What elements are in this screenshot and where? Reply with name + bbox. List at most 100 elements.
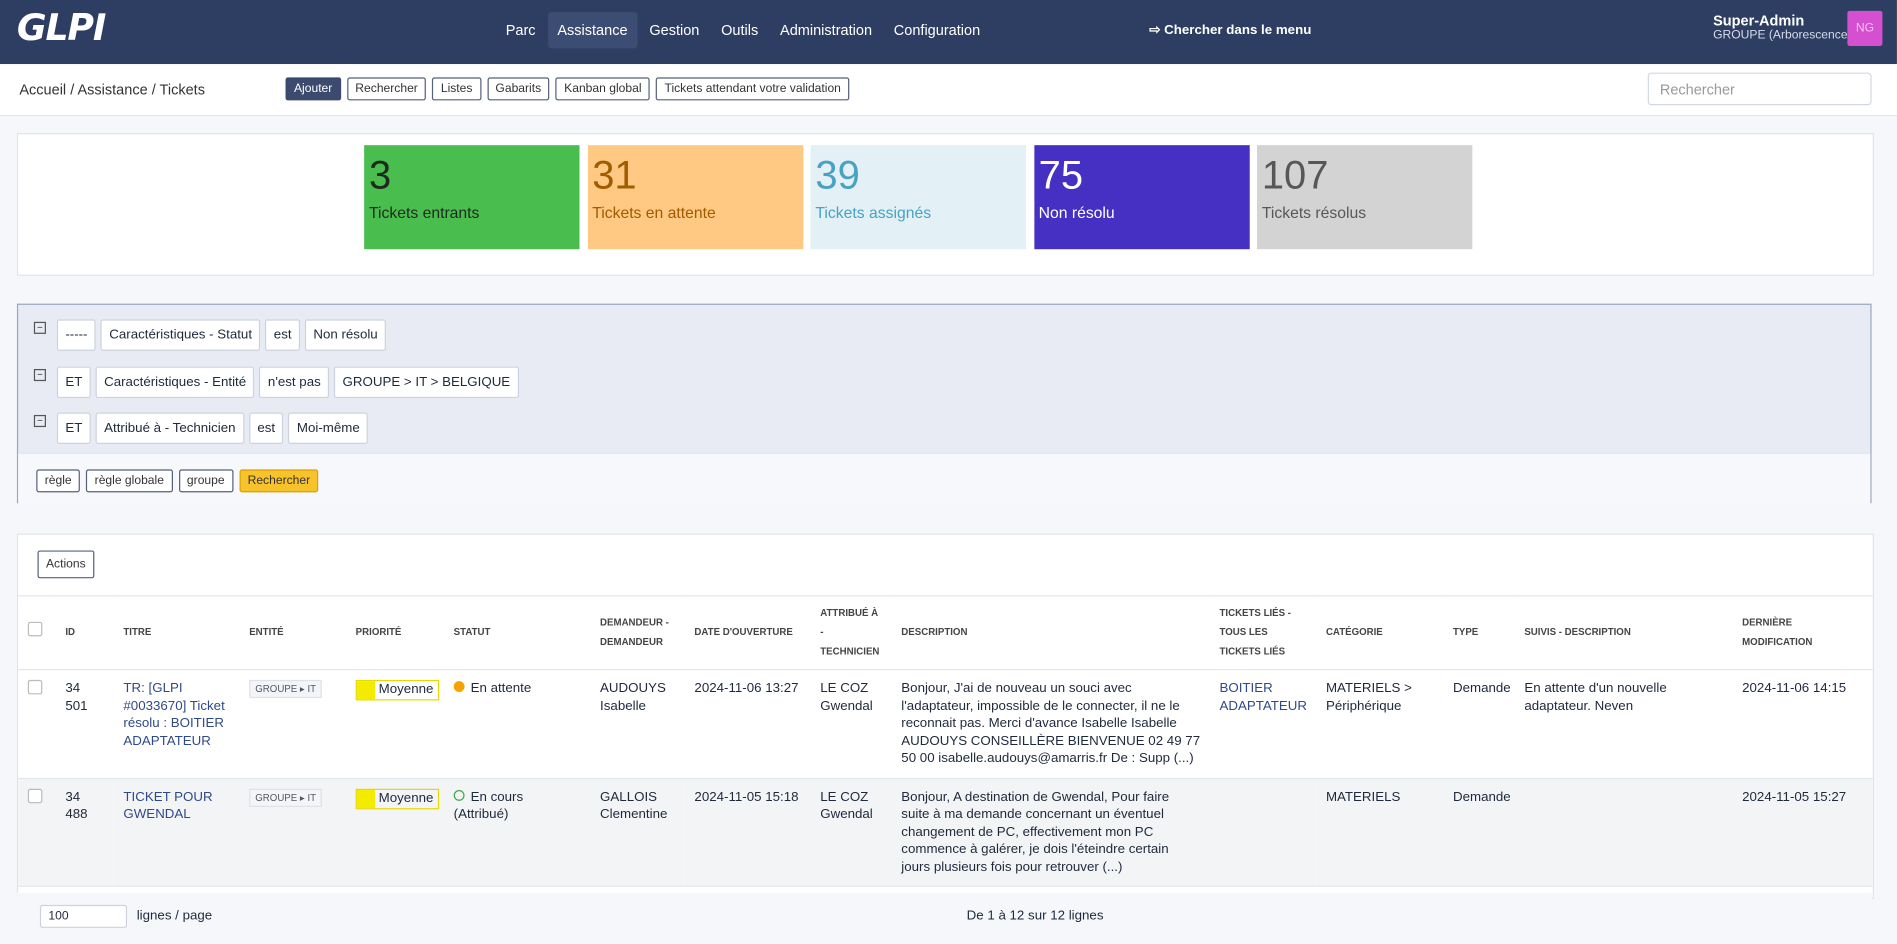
filter-button[interactable]: groupe xyxy=(178,469,234,493)
stat-card[interactable]: 31 Tickets en attente xyxy=(587,145,803,250)
cell-category: MATERIELS xyxy=(1316,777,1444,887)
modified-text: 2024-11-05 15:27 xyxy=(1742,789,1847,804)
stat-label: Tickets entrants xyxy=(368,203,480,222)
row-checkbox[interactable] xyxy=(18,777,56,887)
row-checkbox[interactable] xyxy=(18,669,56,779)
remove-criterion[interactable]: − xyxy=(33,414,46,428)
ticket-row: 34 488 TICKET POUR GWENDAL GROUPE ▸ IT Moye… xyxy=(18,777,1873,887)
remove-criterion[interactable]: − xyxy=(33,321,46,334)
filter-button[interactable]: règle xyxy=(36,469,81,493)
cell-priority: Moyenne xyxy=(346,669,444,779)
select-all xyxy=(18,595,56,671)
menu-search[interactable]: ⇨ Chercher dans le menu xyxy=(1149,22,1312,38)
filter-select[interactable]: ET xyxy=(56,412,91,444)
cell-description: Bonjour, Nous avons Jodie qui arrive au … xyxy=(891,886,1210,898)
header-row: ID TITRE ENTITÉ PRIORITÉ STATUT DEMANDEUR - D… xyxy=(18,595,1873,671)
crumb[interactable]: Tickets xyxy=(159,81,205,98)
toolbar-button[interactable]: Tickets attendant votre validation xyxy=(656,77,850,101)
column-header[interactable]: ID xyxy=(55,595,114,671)
crumb[interactable]: Assistance xyxy=(77,81,148,98)
stat-card[interactable]: 39 Tickets assignés xyxy=(810,145,1026,250)
menu-item[interactable]: Gestion xyxy=(649,21,700,39)
cell-modified: 2024-11-05 15:27 xyxy=(1732,777,1873,887)
filter-select[interactable]: ----- xyxy=(56,319,96,351)
priority-badge: Moyenne xyxy=(355,679,440,701)
column-header[interactable]: TYPE xyxy=(1443,595,1515,671)
column-header[interactable]: DESCRIPTION xyxy=(891,595,1210,671)
filter-select[interactable]: est xyxy=(265,319,301,351)
cell-id: 34 485 xyxy=(55,886,114,898)
id-text: 34 488 xyxy=(65,789,88,822)
tech-text: LE COZ Gwendal xyxy=(820,789,873,822)
toolbar-button[interactable]: Ajouter xyxy=(285,77,341,101)
stat-label: Tickets en attente xyxy=(592,203,716,222)
toolbar-button[interactable]: Listes xyxy=(432,77,481,101)
top-nav: GLPI Parc Assistance Gestion Outils Administ… xyxy=(0,0,1897,65)
toolbar-button[interactable]: Gabarits xyxy=(486,77,550,101)
filter-select[interactable]: Caractéristiques - Entité xyxy=(95,365,255,398)
column-header[interactable]: DERNIÈRE MODIFICATION xyxy=(1732,595,1873,671)
cell-modified: 2024-11-06 14:15 xyxy=(1732,669,1873,779)
menu-item[interactable]: Parc xyxy=(505,21,536,39)
filter-select[interactable]: Non résolu xyxy=(304,319,387,351)
search-input[interactable]: Rechercher xyxy=(1647,72,1872,106)
cell-id: 34 488 xyxy=(55,777,114,887)
cell-status: En cours (Attribué) xyxy=(443,886,591,898)
menu-item[interactable]: Administration xyxy=(780,21,873,39)
stat-card[interactable]: 75 Non résolu xyxy=(1033,145,1250,250)
title-link[interactable]: TR: [GLPI #0033670] Ticket résolu : BOIT… xyxy=(123,681,225,749)
menu-item[interactable]: Outils xyxy=(721,21,759,39)
filter-button[interactable]: Rechercher xyxy=(239,469,319,493)
cell-opened: 2024-11-05 14:21 xyxy=(684,886,811,898)
per-page-select[interactable]: 100 xyxy=(39,904,128,928)
cell-category: MATERIELS > Périphérique xyxy=(1316,669,1444,779)
filter-panel: règle règle globale groupe Rechercher -----… xyxy=(16,303,1872,505)
filter-select[interactable]: GROUPE > IT > BELGIQUE xyxy=(334,365,519,398)
column-header[interactable]: ATTRIBUÉ À - TECHNICIEN xyxy=(810,595,892,671)
linked-link[interactable]: BOITIER ADAPTATEUR xyxy=(1219,681,1307,714)
toolbar-button[interactable]: Rechercher xyxy=(346,77,427,101)
actions-button[interactable]: Actions xyxy=(37,550,95,579)
modified-text: 2024-11-06 14:15 xyxy=(1742,681,1847,696)
stat-value: 107 xyxy=(1261,152,1329,198)
column-header[interactable]: TICKETS LIÉS - TOUS LES TICKETS LIÉS xyxy=(1209,595,1317,671)
column-header[interactable]: TITRE xyxy=(113,595,240,671)
menu-item[interactable]: Assistance xyxy=(547,12,638,49)
stat-card[interactable]: 107 Tickets résolus xyxy=(1256,145,1473,250)
column-header[interactable]: DEMANDEUR - DEMANDEUR xyxy=(590,595,685,671)
cell-description: Bonjour, J'ai de nouveau un souci avec l… xyxy=(891,669,1210,779)
cell-entity: GROUPE ▸ IT xyxy=(239,777,347,887)
cell-priority: Moyenne xyxy=(346,777,444,887)
menu-item[interactable]: Configuration xyxy=(893,21,981,39)
filter-select[interactable]: Attribué à - Technicien xyxy=(95,412,245,444)
followup-text: En attente d'un nouvelle adaptateur. Nev… xyxy=(1524,681,1667,714)
logo[interactable]: GLPI xyxy=(16,7,106,50)
filter-select[interactable]: est xyxy=(248,412,284,444)
filter-select[interactable]: ET xyxy=(56,365,91,398)
column-header[interactable]: SUIVIS - DESCRIPTION xyxy=(1514,595,1733,671)
column-header[interactable]: DATE D'OUVERTURE xyxy=(684,595,811,671)
title-link[interactable]: TICKET POUR GWENDAL xyxy=(123,789,213,822)
stat-card[interactable]: 3 Tickets entrants xyxy=(364,145,580,250)
cell-type: Demande xyxy=(1443,777,1515,887)
filter-select[interactable]: Caractéristiques - Statut xyxy=(100,319,261,351)
column-header[interactable]: ENTITÉ xyxy=(239,595,347,671)
crumb[interactable]: Accueil xyxy=(19,81,67,98)
remove-criterion[interactable]: − xyxy=(33,368,46,381)
column-header[interactable]: CATÉGORIE xyxy=(1316,595,1444,671)
stat-label: Tickets assignés xyxy=(815,203,932,222)
priority-badge: Moyenne xyxy=(355,788,440,809)
cell-category: Accès/Connexion xyxy=(1316,886,1444,898)
column-header[interactable]: STATUT xyxy=(443,595,591,671)
cell-followup: En attente d'un nouvelle adaptateur. Nev… xyxy=(1514,669,1733,779)
filter-button[interactable]: règle globale xyxy=(86,469,173,493)
toolbar-button[interactable]: Kanban global xyxy=(555,77,650,101)
avatar[interactable]: NG xyxy=(1847,10,1883,46)
column-header[interactable]: PRIORITÉ xyxy=(346,595,444,671)
filter-row: ----- Caractéristiques - Statut est Non rés… xyxy=(56,319,387,351)
user-name[interactable]: Super-Admin xyxy=(1713,12,1805,30)
filter-select[interactable]: Moi-même xyxy=(288,412,369,444)
status-icon xyxy=(453,789,465,801)
filter-select[interactable]: n'est pas xyxy=(259,365,330,398)
